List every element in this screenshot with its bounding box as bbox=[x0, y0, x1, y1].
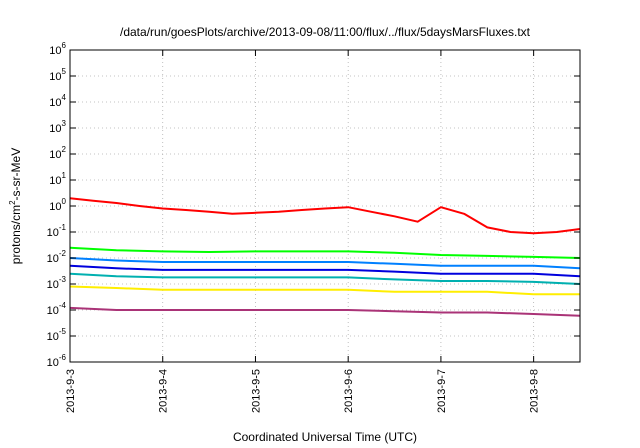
y-tick-label-exp: -1 bbox=[59, 223, 67, 232]
y-tick-label: 106 bbox=[49, 41, 66, 57]
x-tick-label: 2013-9-6 bbox=[343, 369, 355, 413]
y-axis-label-part1: protons/cm bbox=[9, 205, 23, 264]
y-tick-label-base: 10 bbox=[49, 45, 61, 57]
y-tick-label-exp: -3 bbox=[59, 275, 67, 284]
y-tick-label: 10-1 bbox=[47, 223, 67, 239]
y-tick-label-base: 10 bbox=[47, 253, 59, 265]
y-tick-label-exp: 2 bbox=[62, 145, 67, 154]
y-tick-label-base: 10 bbox=[49, 123, 61, 135]
y-tick-label-base: 10 bbox=[49, 149, 61, 161]
series-line bbox=[69, 264, 581, 278]
series-group bbox=[69, 197, 581, 317]
y-tick-label-base: 10 bbox=[49, 97, 61, 109]
y-tick-label-exp: 3 bbox=[62, 119, 67, 128]
series-line bbox=[69, 246, 581, 259]
chart-title: /data/run/goesPlots/archive/2013-09-08/1… bbox=[120, 25, 531, 39]
y-tick-label-base: 10 bbox=[49, 201, 61, 213]
y-tick-label-base: 10 bbox=[49, 175, 61, 187]
y-tick-label-base: 10 bbox=[47, 357, 59, 369]
y-tick-label: 105 bbox=[49, 67, 66, 83]
series-line bbox=[69, 306, 581, 317]
y-axis-label: protons/cm2-s-sr-MeV bbox=[8, 148, 23, 264]
y-axis: 10-610-510-410-310-210-11001011021031041… bbox=[47, 41, 580, 369]
x-axis-label: Coordinated Universal Time (UTC) bbox=[233, 430, 417, 444]
series-line bbox=[69, 285, 580, 296]
x-tick-label: 2013-9-3 bbox=[65, 369, 77, 413]
series-line bbox=[69, 272, 581, 285]
y-tick-label-base: 10 bbox=[47, 227, 59, 239]
y-tick-label: 10-5 bbox=[47, 327, 67, 343]
y-tick-label-exp: -6 bbox=[59, 353, 67, 362]
y-tick-label: 10-6 bbox=[47, 353, 67, 369]
y-tick-label-exp: 1 bbox=[62, 171, 67, 180]
y-axis-label-part2: -s-sr-MeV bbox=[9, 148, 23, 201]
y-tick-label-exp: 0 bbox=[62, 197, 67, 206]
y-tick-label-exp: 5 bbox=[62, 67, 67, 76]
y-tick-label-exp: -2 bbox=[59, 249, 67, 258]
y-axis-label-sup: 2 bbox=[8, 200, 17, 205]
x-tick-label: 2013-9-5 bbox=[250, 369, 262, 413]
x-tick-label: 2013-9-4 bbox=[158, 369, 170, 413]
y-tick-label-base: 10 bbox=[49, 71, 61, 83]
x-axis: 2013-9-3 2013-9-4 2013-9-5 2013-9-6 2013-9-7… bbox=[65, 50, 541, 413]
y-tick-label-exp: -4 bbox=[59, 301, 67, 310]
y-tick-label: 10-4 bbox=[47, 301, 67, 317]
y-tick-label: 103 bbox=[49, 119, 66, 135]
y-tick-label: 102 bbox=[49, 145, 66, 161]
series-line bbox=[69, 197, 581, 235]
y-tick-label: 100 bbox=[49, 197, 66, 213]
y-tick-label-base: 10 bbox=[47, 305, 59, 317]
y-tick-label: 10-2 bbox=[47, 249, 67, 265]
x-tick-label: 2013-9-8 bbox=[529, 369, 541, 413]
y-tick-label: 10-3 bbox=[47, 275, 67, 291]
y-tick-label-base: 10 bbox=[47, 279, 59, 291]
y-tick-label-exp: -5 bbox=[59, 327, 67, 336]
series-line bbox=[69, 257, 581, 270]
y-tick-label: 101 bbox=[49, 171, 66, 187]
y-tick-label-exp: 4 bbox=[62, 93, 67, 102]
y-tick-label-base: 10 bbox=[47, 331, 59, 343]
y-tick-label: 104 bbox=[49, 93, 66, 109]
y-tick-label-exp: 6 bbox=[62, 41, 67, 50]
x-tick-label: 2013-9-7 bbox=[436, 369, 448, 413]
